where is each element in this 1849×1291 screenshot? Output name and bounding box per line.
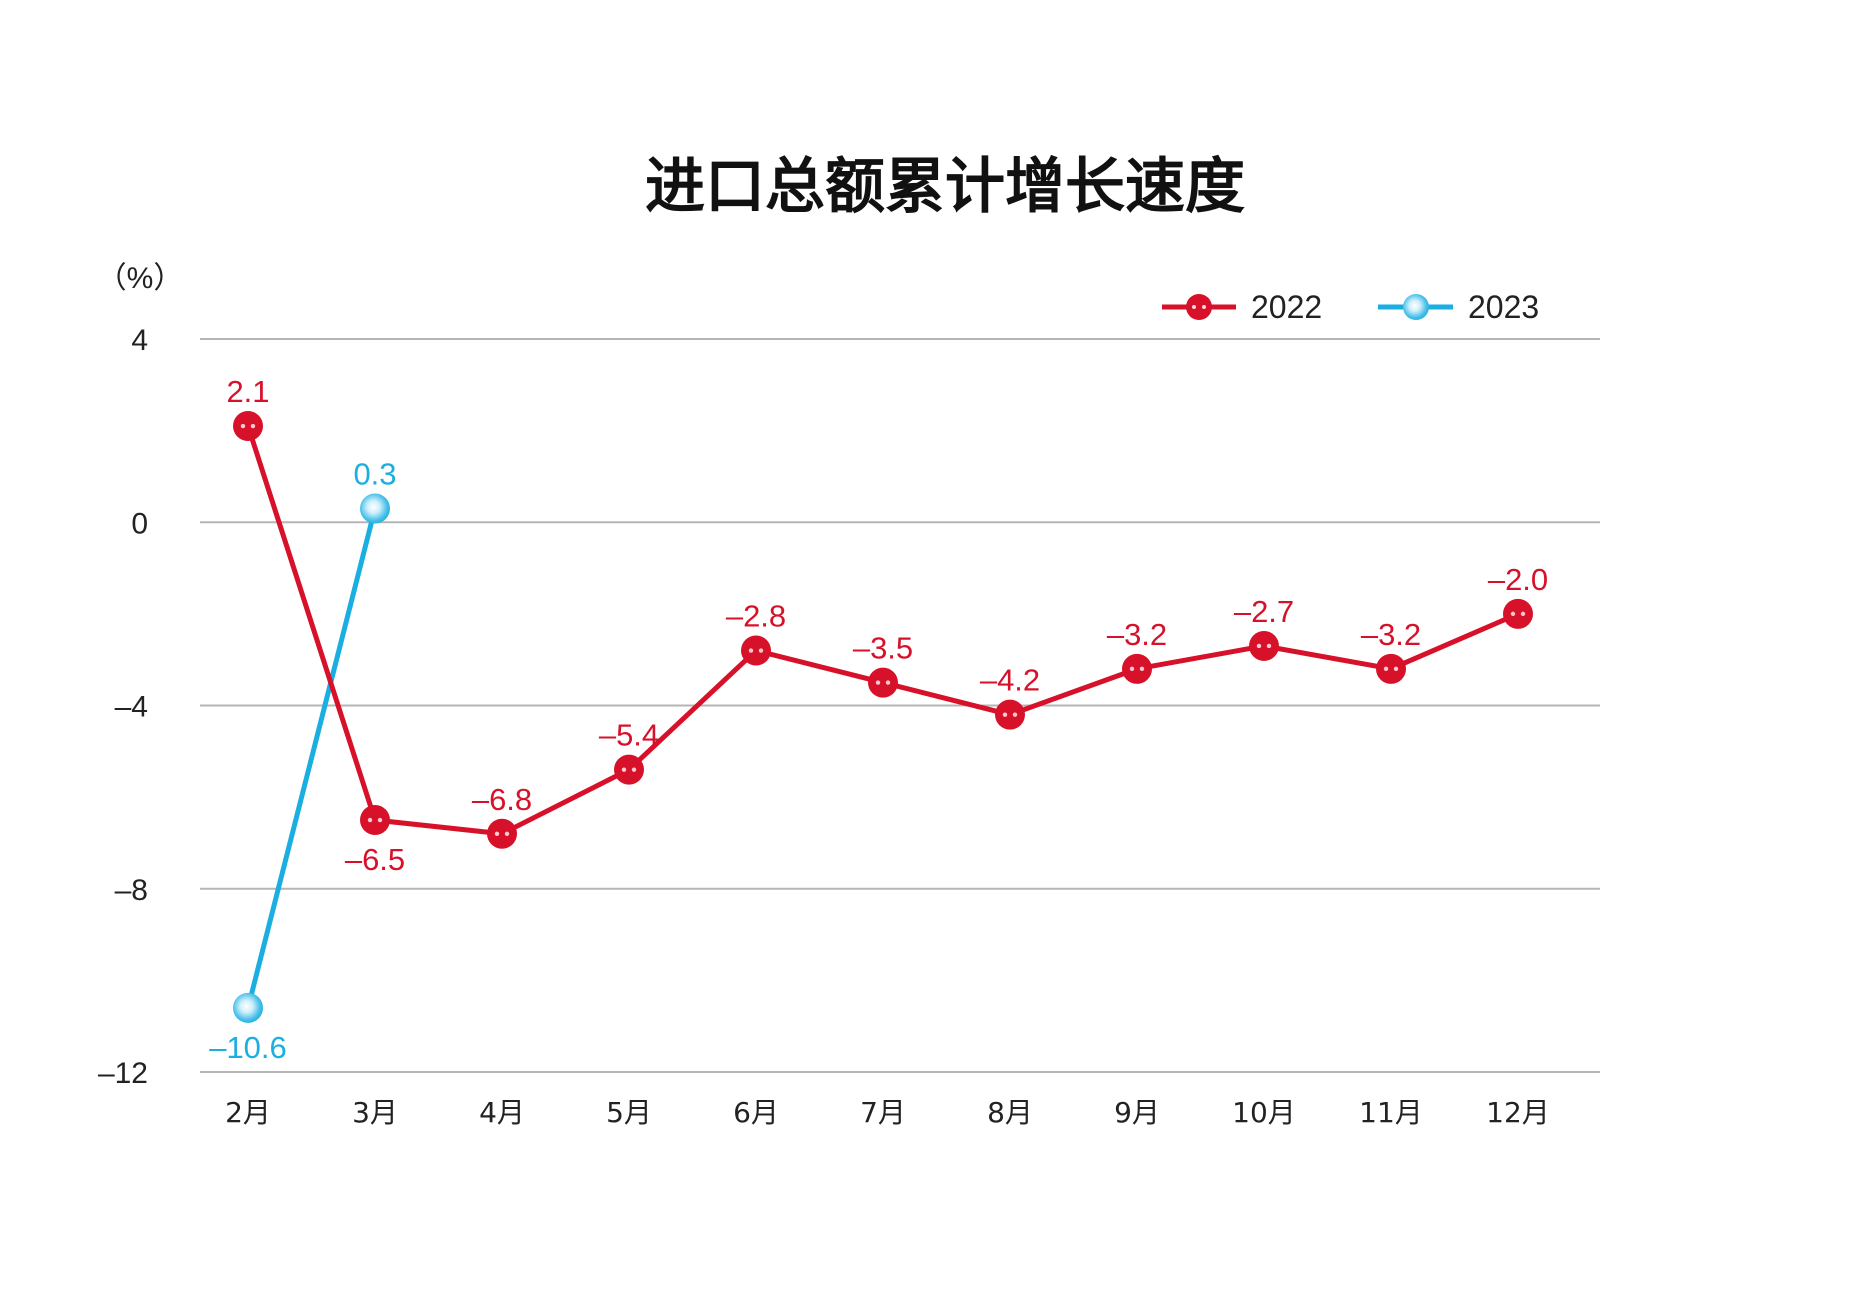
marker-hole [1012,712,1018,717]
data-label-2022: 2.1 [226,374,269,409]
data-point-2022 [1503,598,1533,629]
x-tick-label: 11月 [1359,1096,1423,1129]
data-point-2022 [1249,630,1279,661]
data-label-2023: –10.6 [209,1030,287,1065]
data-label-2022: –5.4 [599,718,659,753]
x-tick-label: 9月 [1114,1096,1160,1129]
marker-hole [1520,611,1526,617]
marker-hole [367,817,373,823]
marker-hole [240,423,246,429]
legend-marker-hole [1202,305,1206,309]
x-tick-label: 4月 [479,1096,525,1129]
x-tick-label: 10月 [1232,1096,1296,1129]
data-label-2022: –2.0 [1488,562,1548,597]
data-label-2022: –3.2 [1361,617,1421,652]
marker-dot [1376,653,1406,684]
marker-hole [758,648,764,653]
data-label-2022: –2.8 [726,599,786,634]
marker-dot [614,754,644,785]
marker-hole [875,680,881,685]
legend-marker-hole [1192,305,1196,309]
marker-hole [1383,666,1389,672]
x-tick-label: 3月 [352,1096,398,1129]
marker-hole [885,680,891,685]
data-point-2022 [233,411,263,442]
x-tick-label: 8月 [987,1096,1033,1129]
marker-dot [868,667,898,698]
chart-title: 进口总额累计增长速度 [645,152,1245,222]
data-point-2022 [360,805,390,836]
legend-label-2023: 2023 [1468,289,1539,325]
y-axis-ticks: 4 0 –4 –8 –12 [98,324,148,1090]
legend-marker-2022 [1186,294,1212,320]
marker-dot [1249,630,1279,661]
y-tick-label: –4 [115,691,148,724]
y-tick-label: –8 [115,874,148,907]
marker-hole [1002,712,1008,717]
marker-hole [748,648,754,653]
data-label-2023: 0.3 [353,457,396,492]
x-tick-label: 2月 [225,1096,271,1129]
legend: 2022 2023 [1162,289,1539,325]
marker-hole [631,767,637,772]
data-point-2022 [741,635,771,666]
x-tick-label: 12月 [1486,1096,1550,1129]
y-axis-unit: （%） [97,262,184,295]
marker-dot [233,992,263,1023]
marker-hole [1510,611,1516,617]
data-label-2022: –4.2 [980,663,1040,698]
data-label-2022: –3.5 [853,631,913,666]
marker-hole [1139,666,1145,672]
x-tick-label: 6月 [733,1096,779,1129]
y-tick-label: 0 [131,507,148,540]
marker-hole [250,423,256,429]
marker-hole [504,831,510,836]
series-line-2023 [245,507,378,1009]
legend-item-2023: 2023 [1378,289,1539,325]
x-tick-label: 5月 [606,1096,652,1129]
marker-hole [1266,643,1272,649]
marker-hole [377,817,383,823]
data-labels: 2.1 –6.5 –6.8 –5.4 –2.8 –3.5 –4.2 –3.2 –2.7 –3.2 –… [209,374,1548,1065]
legend-label-2022: 2022 [1251,289,1322,325]
data-label-2022: –2.7 [1234,594,1294,629]
data-point-2023 [233,992,263,1023]
marker-hole [1393,666,1399,672]
data-point-2022 [487,818,517,849]
series-markers [233,411,1533,1023]
marker-dot [487,818,517,849]
x-tick-label: 7月 [860,1096,906,1129]
x-axis-ticks: 2月 3月 4月 5月 6月 7月 8月 9月 10月 11月 12月 [225,1096,1550,1129]
data-label-2022: –3.2 [1107,617,1167,652]
data-label-2022: –6.5 [345,842,405,877]
marker-hole [1129,666,1135,672]
data-point-2022 [868,667,898,698]
marker-dot [233,411,263,442]
y-tick-label: 4 [131,324,148,357]
marker-dot [360,805,390,836]
legend-item-2022: 2022 [1162,289,1322,325]
legend-marker-2023 [1403,294,1429,320]
marker-dot [1122,653,1152,684]
marker-dot [741,635,771,666]
data-point-2022 [1122,653,1152,684]
data-point-2023 [360,493,390,524]
marker-hole [494,831,500,836]
series-lines [245,425,1519,1009]
data-point-2022 [614,754,644,785]
y-tick-label: –12 [98,1057,148,1090]
marker-dot [995,699,1025,730]
marker-hole [621,767,627,772]
grid-lines [200,338,1600,1073]
marker-dot [360,493,390,524]
data-label-2022: –6.8 [472,782,532,817]
marker-dot [1503,598,1533,629]
data-point-2022 [1376,653,1406,684]
data-point-2022 [995,699,1025,730]
marker-hole [1256,643,1262,649]
